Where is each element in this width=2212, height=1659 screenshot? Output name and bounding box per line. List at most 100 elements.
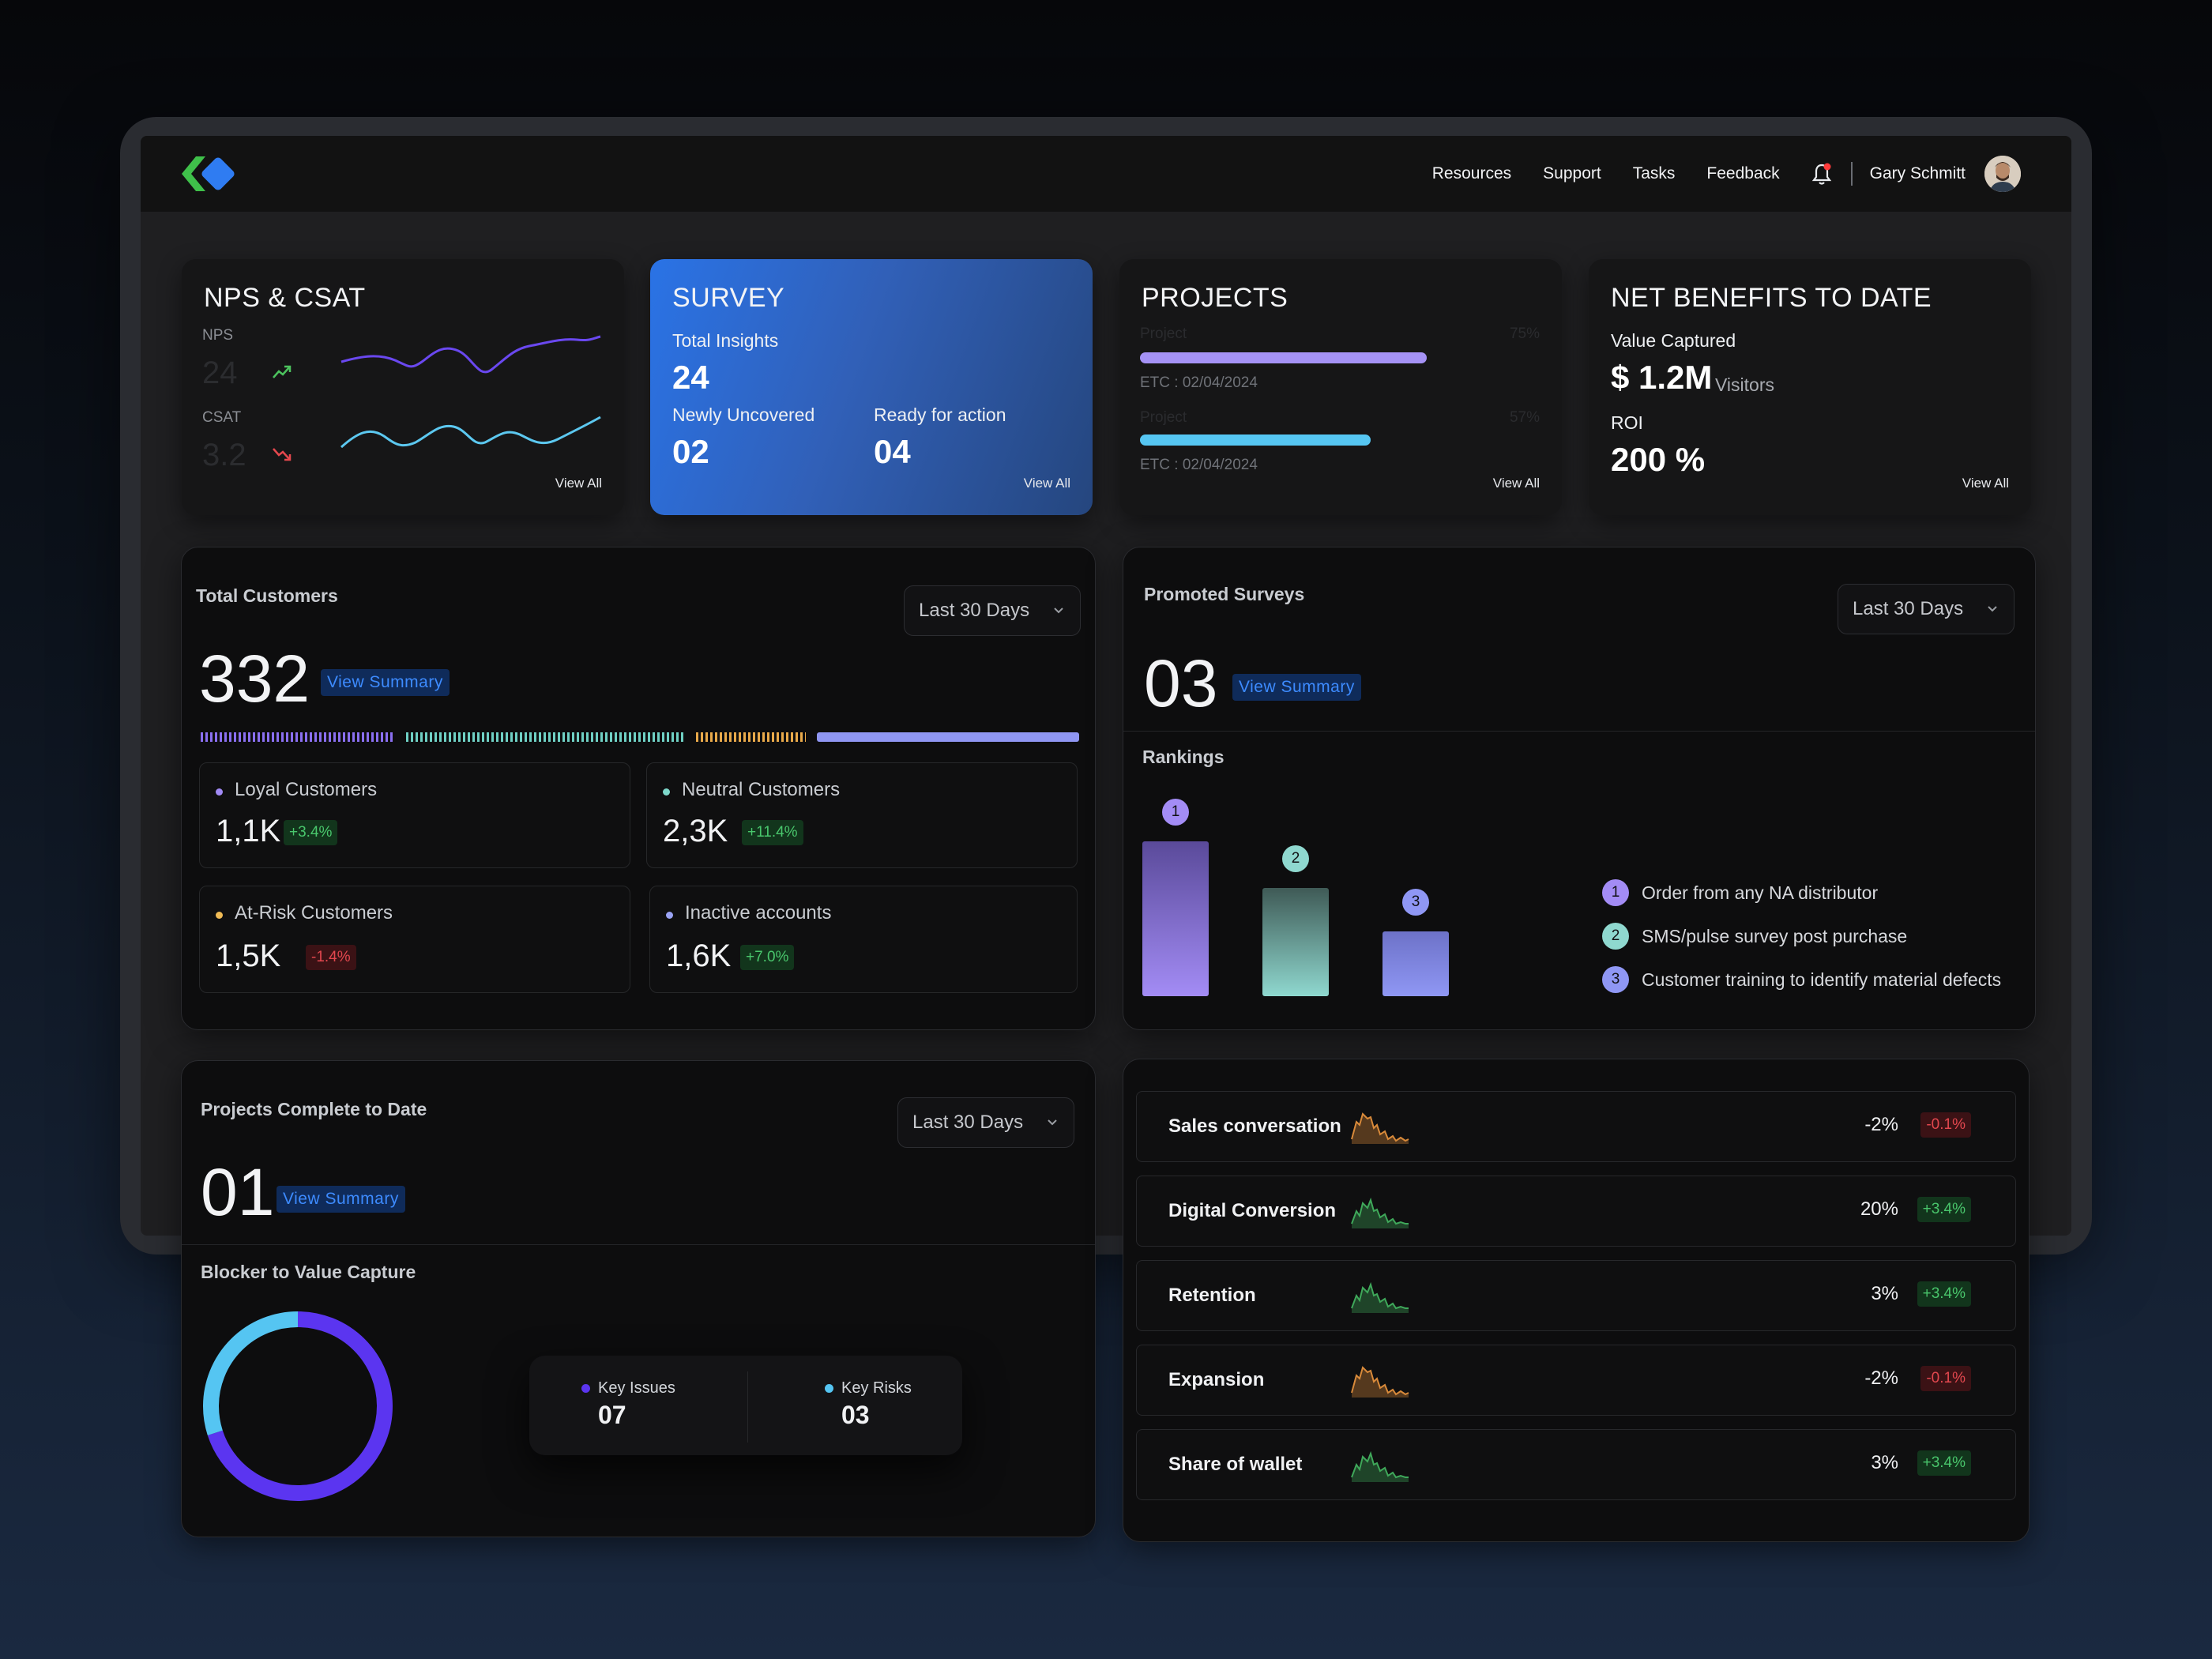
value-captured-label: Value Captured [1611,330,1736,351]
panel-title: Total Customers [196,585,338,606]
ready-for-action-label: Ready for action [874,404,1006,425]
stat-label: At-Risk Customers [235,902,393,924]
legend-dot [581,1384,590,1393]
legend-dot [825,1384,833,1393]
stat-label: Inactive accounts [685,902,832,924]
view-all-link[interactable]: View All [555,476,602,491]
card-title: NPS & CSAT [204,283,366,313]
metric-row[interactable]: Retention 3% +3.4% [1136,1260,2016,1331]
nps-value: 24 [202,356,238,390]
metric-row[interactable]: Sales conversation -2% -0.1% [1136,1091,2016,1162]
trend-down-icon [273,448,292,461]
nav-link-tasks[interactable]: Tasks [1632,164,1676,182]
stat-value: 1,1K [216,814,281,848]
at-risk-customers-stat: At-Risk Customers 1,5K -1.4% [199,886,630,993]
date-range-dropdown[interactable]: Last 30 Days [897,1097,1074,1148]
notification-bell-icon[interactable] [1811,162,1832,186]
ranking-bar-3 [1382,931,1449,996]
projects-complete-panel: Projects Complete to Date Last 30 Days 0… [181,1060,1096,1537]
nav-link-resources[interactable]: Resources [1431,164,1512,182]
user-name[interactable]: Gary Schmitt [1869,164,1966,182]
trend-up-icon [273,365,292,378]
chevron-down-icon [1988,606,1997,612]
chevron-down-icon [1054,608,1063,614]
project-1-progress-bar [1140,352,1427,363]
csat-line [340,416,601,449]
promoted-surveys-panel: Promoted Surveys Last 30 Days 03 View Su… [1123,547,2036,1030]
survey-card: SURVEY Total Insights 24 Newly Uncovered… [650,259,1093,515]
top-navigation-bar: Resources Support Tasks Feedback Gary Sc… [141,136,2071,212]
avatar[interactable] [1984,156,2021,192]
legend-dot [216,912,223,919]
chevron-down-icon [1048,1119,1057,1126]
view-all-link[interactable]: View All [1962,476,2009,491]
metric-sparkline [1351,1450,1409,1482]
view-summary-button[interactable]: View Summary [1232,674,1361,701]
date-range-dropdown[interactable]: Last 30 Days [904,585,1081,636]
app-logo[interactable] [179,153,245,194]
metric-value: -2% [1864,1114,1898,1135]
project-2-percent: 57% [1509,409,1540,426]
legend-item: 2 SMS/pulse survey post purchase [1602,923,1907,950]
section-divider [182,1244,1095,1245]
rank-badge-1: 1 [1162,799,1189,826]
donut-risks-arc [203,1311,393,1501]
view-all-link[interactable]: View All [1492,476,1540,491]
panel-title: Projects Complete to Date [201,1099,427,1119]
csat-value: 3.2 [202,438,246,472]
date-range-dropdown[interactable]: Last 30 Days [1838,584,2014,634]
segment-3 [696,732,806,742]
rankings-label: Rankings [1142,747,1224,767]
nav-divider [1850,162,1853,186]
csat-label: CSAT [202,409,242,426]
total-customers-value: 332 [199,641,310,716]
nps-line [340,335,601,374]
roi-value: 200 % [1611,441,1706,478]
project-2-name: Project [1140,409,1187,426]
nps-csat-card: NPS & CSAT NPS 24 CSAT 3.2 View All [182,259,624,515]
metric-sparkline [1351,1281,1409,1313]
metric-row[interactable]: Expansion -2% -0.1% [1136,1345,2016,1416]
view-summary-button[interactable]: View Summary [276,1186,405,1213]
legend-item: 1 Order from any NA distributor [1602,879,1878,906]
metric-row[interactable]: Share of wallet 3% +3.4% [1136,1429,2016,1500]
projects-card: PROJECTS Project 75% ETC : 02/04/2024 Pr… [1119,259,1562,515]
rank-badge-3: 3 [1402,889,1429,916]
dropdown-value: Last 30 Days [919,600,1030,621]
delta-badge: +3.4% [1917,1281,1971,1307]
metric-name: Share of wallet [1168,1454,1303,1475]
ranking-bar-2 [1262,888,1329,996]
nav-link-support[interactable]: Support [1543,164,1601,182]
projects-complete-value: 01 [201,1155,275,1229]
total-insights-value: 24 [672,359,709,396]
nps-label: NPS [202,327,234,344]
inactive-accounts-stat: Inactive accounts 1,6K +7.0% [649,886,1078,993]
blocker-label: Blocker to Value Capture [201,1262,416,1282]
stat-value: 1,5K [216,939,281,973]
delta-badge: +11.4% [742,820,803,845]
roi-label: ROI [1611,412,1643,433]
stat-value: 2,3K [663,814,728,848]
legend-item: 3 Customer training to identify material … [1602,966,2001,993]
dropdown-value: Last 30 Days [912,1112,1024,1133]
value-captured-suffix: Visitors [1715,374,1774,395]
section-divider [1123,731,2035,732]
legend-dot [216,788,223,796]
project-2-etc: ETC : 02/04/2024 [1140,457,1258,473]
metric-value: 3% [1871,1452,1898,1473]
card-title: PROJECTS [1142,283,1288,313]
metric-value: -2% [1864,1367,1898,1389]
panel-title: Promoted Surveys [1144,584,1305,604]
view-summary-button[interactable]: View Summary [321,669,450,696]
total-customers-panel: Total Customers Last 30 Days 332 View Su… [181,547,1096,1030]
nav-link-feedback[interactable]: Feedback [1706,164,1780,182]
legend-dot [663,788,670,796]
ranking-bar-1 [1142,841,1209,996]
view-all-link[interactable]: View All [1023,476,1070,491]
loyal-customers-stat: Loyal Customers 1,1K +3.4% [199,762,630,868]
stat-value: 1,6K [666,939,732,973]
key-risks-label: Key Risks [841,1379,912,1397]
project-2-progress-bar [1140,434,1371,446]
segment-2 [406,732,685,742]
metric-row[interactable]: Digital Conversion 20% +3.4% [1136,1176,2016,1247]
